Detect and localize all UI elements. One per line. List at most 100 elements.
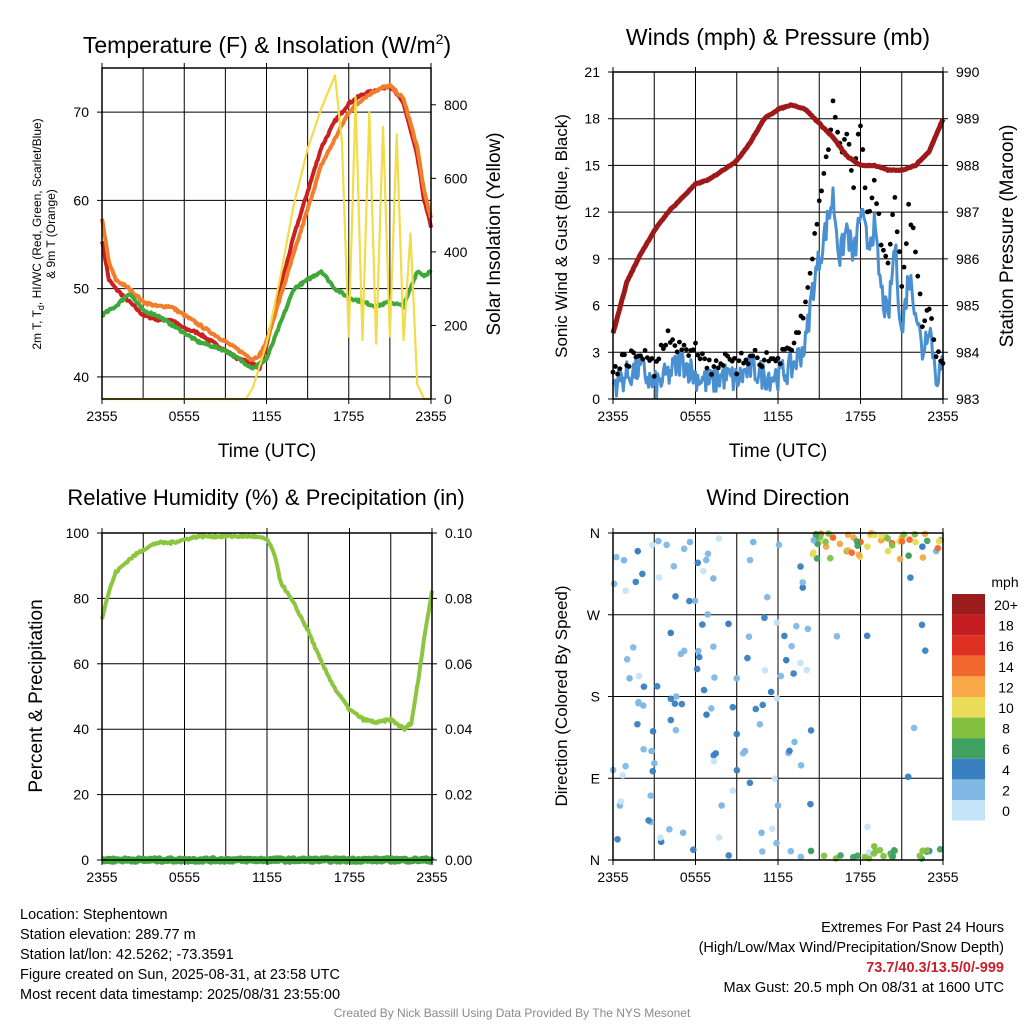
gust-point xyxy=(617,366,623,372)
wind-direction-point xyxy=(791,738,798,746)
wind-direction-point xyxy=(855,551,863,559)
wind-direction-point xyxy=(672,726,680,734)
gust-point xyxy=(869,195,875,201)
gust-point xyxy=(640,356,646,362)
temp-title: Temperature (F) & Insolation (W/m2) xyxy=(83,31,451,58)
wind-direction-point xyxy=(864,823,871,831)
wind-direction-point xyxy=(888,542,896,549)
wind-direction-point xyxy=(686,597,693,605)
wind-direction-point xyxy=(610,580,618,588)
legend-label: 10 xyxy=(998,700,1014,716)
gust-point xyxy=(743,357,749,363)
gust-point xyxy=(890,212,895,218)
gust-point xyxy=(862,185,868,191)
wind-direction-point xyxy=(809,551,816,558)
y-tick-label: 9 xyxy=(592,251,600,267)
x-tick-label: 1755 xyxy=(333,408,364,424)
wind-direction-point xyxy=(710,575,717,582)
wind-direction-point xyxy=(759,701,767,709)
y-tick-label: 6 xyxy=(592,298,600,314)
legend-label: 4 xyxy=(1002,762,1010,778)
wind-direction-point xyxy=(812,530,820,538)
legend-label: 20+ xyxy=(994,597,1018,613)
y2-tick-label: 0.08 xyxy=(445,590,472,606)
wind-direction-point xyxy=(918,621,926,629)
y2-tick-label: 0.10 xyxy=(445,525,472,541)
y2-tick-label: 0.06 xyxy=(445,656,472,672)
rh-ylabel: Percent & Precipitation xyxy=(26,599,47,792)
dir-title: Wind Direction xyxy=(706,485,849,510)
wind-direction-point xyxy=(787,847,795,855)
wind-direction-point xyxy=(813,555,821,562)
wind-direction-point xyxy=(911,531,919,538)
wind-direction-point xyxy=(746,556,754,564)
temp-series xyxy=(100,74,433,401)
y2-tick-label: 0.04 xyxy=(445,721,472,737)
legend-swatch xyxy=(952,655,985,677)
rh-title: Relative Humidity (%) & Precipitation (i… xyxy=(67,485,464,510)
wind-direction-point xyxy=(667,695,675,703)
wind-direction-point xyxy=(655,537,662,545)
gust-point xyxy=(871,177,877,183)
y2-tick-label: 0.00 xyxy=(445,852,472,868)
gust-point xyxy=(681,342,687,348)
gust-point xyxy=(814,221,820,227)
wind-direction-point xyxy=(666,826,673,833)
legend-label: 16 xyxy=(998,638,1014,654)
gust-point xyxy=(686,353,692,358)
wind-direction-point xyxy=(836,540,844,548)
y2-tick-label: 800 xyxy=(444,97,468,113)
y2-tick-label: 990 xyxy=(956,64,980,80)
wind-direction-point xyxy=(733,766,741,774)
credit-line: Created By Nick Bassill Using Data Provi… xyxy=(333,1006,691,1020)
wind-direction-point xyxy=(626,675,633,682)
wind-direction-point xyxy=(807,800,814,808)
wind-direction-point xyxy=(758,829,765,837)
wind-direction-point xyxy=(614,835,621,843)
wind-direction-point xyxy=(905,552,912,560)
wind-direction-point xyxy=(686,538,694,546)
wind-direction-point xyxy=(619,772,627,779)
gust-point xyxy=(830,98,836,104)
gust-point xyxy=(736,358,742,364)
max-gust: Max Gust: 20.5 mph On 08/31 at 1600 UTC xyxy=(723,980,1004,996)
gust-point xyxy=(622,352,627,358)
wind-series xyxy=(610,98,946,399)
wind-direction-point xyxy=(870,850,878,857)
wind-direction-point xyxy=(797,659,804,667)
gust-point xyxy=(679,347,685,353)
temp-xlabel: Time (UTC) xyxy=(218,441,317,462)
x-tick-label: 1755 xyxy=(845,408,876,424)
wind-direction-point xyxy=(804,625,812,633)
x-tick-label: 0555 xyxy=(680,408,711,424)
wind-direction-point xyxy=(708,705,715,712)
wind-direction-point xyxy=(935,538,943,545)
wind-direction-point xyxy=(632,578,640,586)
x-tick-label: 1155 xyxy=(251,408,281,424)
wind-direction-point xyxy=(880,852,887,860)
wind-direction-point xyxy=(649,767,657,775)
gust-point xyxy=(775,355,781,361)
y2-tick-label: 985 xyxy=(956,298,980,314)
wind-direction-point xyxy=(797,761,805,769)
y-tick-label: 70 xyxy=(73,104,89,120)
rh-ticks: 2355 0555 1155 1755 23550204060801000.000.02… xyxy=(66,525,473,885)
wind-direction-point xyxy=(904,773,912,781)
wind-direction-point xyxy=(919,543,926,550)
wind-direction-point xyxy=(876,846,884,854)
legend-swatch xyxy=(952,614,985,636)
wind-direction-point xyxy=(679,829,687,837)
legend-swatch xyxy=(952,758,985,780)
wind-direction-point xyxy=(884,535,892,542)
gust-point xyxy=(897,249,902,255)
gust-point xyxy=(709,371,714,377)
wind-direction-point xyxy=(797,853,805,861)
gust-point xyxy=(738,350,744,356)
wind-direction-point xyxy=(923,847,931,854)
wind-direction-point xyxy=(640,745,647,753)
wind-direction-point xyxy=(777,672,785,680)
x-tick-label: 1155 xyxy=(763,869,793,885)
x-tick-label: 2355 xyxy=(597,408,628,424)
legend-label: 8 xyxy=(1002,721,1010,737)
